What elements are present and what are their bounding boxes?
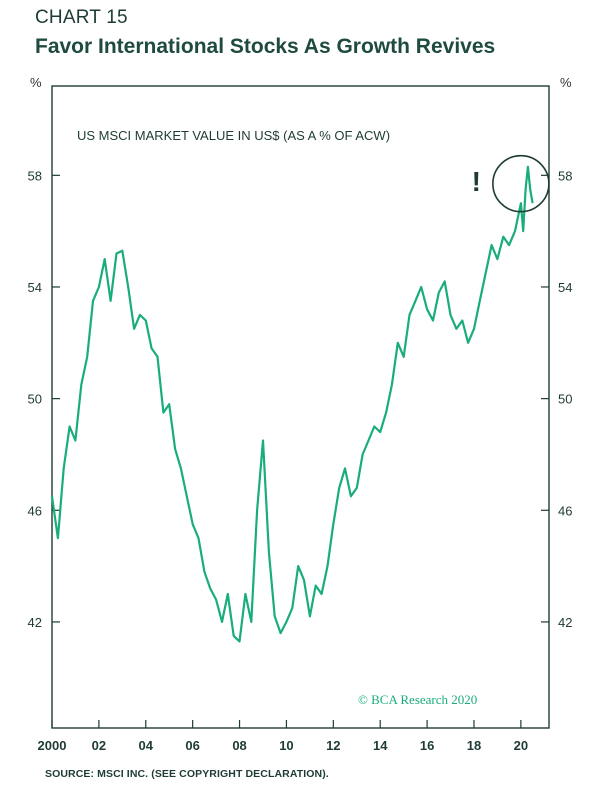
y-tick-label-right: 46 [558,503,572,518]
x-tick-label: 08 [232,738,246,753]
y-tick-label-right: 42 [558,615,572,630]
x-tick-label: 06 [185,738,199,753]
x-tick-label: 02 [92,738,106,753]
series-line [50,165,534,643]
series-group [50,165,534,643]
y-tick-label: 42 [28,615,42,630]
y-tick-label: 54 [28,280,42,295]
chart-title: Favor International Stocks As Growth Rev… [35,35,496,58]
x-tick-label: 20 [514,738,528,753]
exclamation-mark: ! [472,166,481,197]
highlight-circle [492,154,550,213]
plot-frame [51,85,550,729]
y-tick-label-right: 58 [558,168,572,183]
y-tick-label-right: 50 [558,392,572,407]
x-axis: 2000 02 04 06 08 10 12 14 16 18 20 [38,720,528,753]
left-axis-unit: % [30,75,42,90]
source-note: SOURCE: MSCI INC. (SEE COPYRIGHT DECLARA… [45,768,329,780]
right-axis-unit: % [560,75,572,90]
x-tick-label: 18 [467,738,481,753]
y-axis-right: 42 46 50 54 58 [541,168,572,630]
y-tick-label: 58 [28,168,42,183]
y-tick-label-right: 54 [558,280,572,295]
y-tick-label: 50 [28,392,42,407]
chart-number: CHART 15 [35,7,128,28]
x-tick-label: 10 [279,738,293,753]
x-tick-label: 14 [373,738,388,753]
annotations: ! [472,154,550,213]
x-tick-label: 16 [420,738,434,753]
watermark: © BCA Research 2020 [358,692,477,707]
x-tick-label: 04 [139,738,154,753]
series-title: US MSCI MARKET VALUE IN US$ (AS A % OF A… [77,128,390,143]
y-tick-label: 46 [28,503,42,518]
x-tick-label: 12 [326,738,340,753]
y-axis-left: 42 46 50 54 58 [28,168,60,630]
x-tick-label: 2000 [38,738,67,753]
